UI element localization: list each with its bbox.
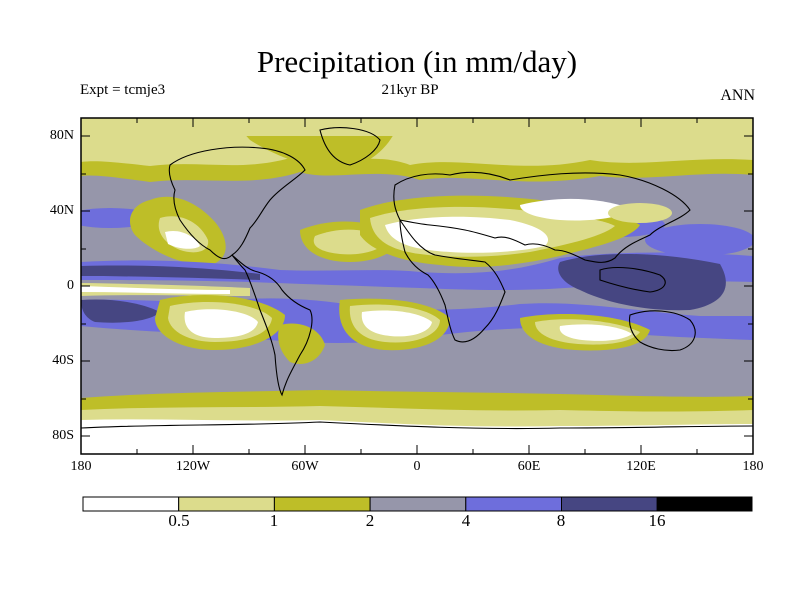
colorbar-label-2: 2 xyxy=(365,511,375,530)
lat-label-40s: 40S xyxy=(52,353,74,368)
coastlines xyxy=(81,127,753,430)
colorbar-label-0: 0.5 xyxy=(168,511,190,530)
lon-label-120w: 120W xyxy=(175,459,211,474)
lat-label-80n: 80N xyxy=(49,128,74,143)
lon-label-60e: 60E xyxy=(517,459,541,474)
colorbar-label-5: 16 xyxy=(648,511,666,530)
colorbar-box-5 xyxy=(561,496,658,512)
map-title: Precipitation (in mm/day) xyxy=(256,44,578,79)
colorbar-box-3 xyxy=(369,496,467,512)
lon-label-180e: 180 xyxy=(742,459,764,474)
season-label: ANN xyxy=(720,87,755,104)
colorbar-box-6 xyxy=(656,496,753,512)
lat-label-0: 0 xyxy=(67,278,74,293)
precipitation-field xyxy=(81,118,753,454)
colorbar xyxy=(82,496,753,512)
lon-label-0: 0 xyxy=(413,459,421,474)
period-label: 21kyr BP xyxy=(381,82,439,98)
lat-label-80s: 80S xyxy=(52,428,74,443)
colorbar-box-4 xyxy=(465,496,562,512)
colorbar-box-2 xyxy=(273,496,371,512)
colorbar-box-1 xyxy=(178,496,275,512)
colorbar-label-3: 4 xyxy=(461,511,471,530)
lat-ticks xyxy=(81,135,753,437)
lon-label-60w: 60W xyxy=(291,459,319,474)
experiment-label: Expt = tcmje3 xyxy=(80,82,166,98)
lon-label-120e: 120E xyxy=(626,459,656,474)
colorbar-box-0 xyxy=(82,496,180,512)
lon-ticks xyxy=(136,118,698,454)
colorbar-label-4: 8 xyxy=(556,511,566,530)
lat-label-40n: 40N xyxy=(49,203,74,218)
colorbar-label-1: 1 xyxy=(269,511,279,530)
lon-label-180w: 180 xyxy=(70,459,92,474)
